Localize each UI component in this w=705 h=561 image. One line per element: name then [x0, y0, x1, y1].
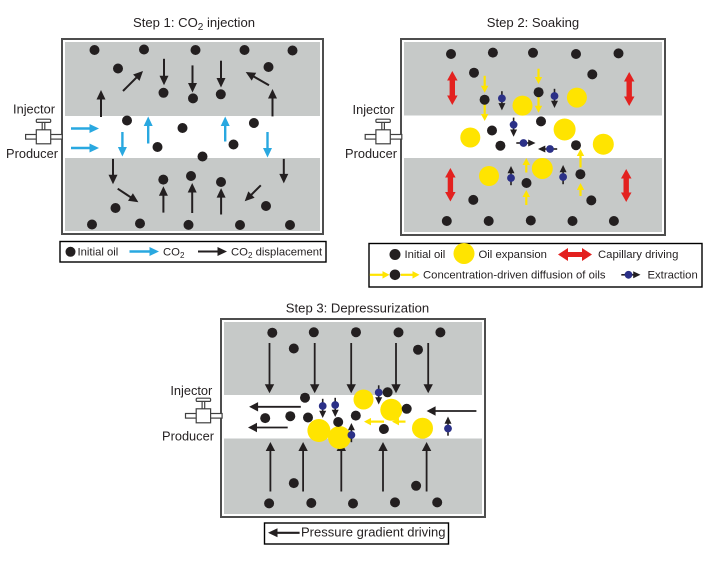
- svg-text:Capillary driving: Capillary driving: [598, 249, 678, 261]
- svg-text:Producer: Producer: [162, 429, 215, 444]
- svg-text:Injector: Injector: [13, 102, 56, 117]
- svg-text:Injector: Injector: [170, 383, 213, 398]
- svg-text:CO2: CO2: [163, 247, 185, 261]
- svg-text:Step 3: Depressurization: Step 3: Depressurization: [286, 300, 429, 315]
- svg-text:Step 2: Soaking: Step 2: Soaking: [487, 15, 579, 30]
- svg-text:Initial oil: Initial oil: [405, 249, 446, 261]
- svg-text:Extraction: Extraction: [648, 269, 698, 281]
- svg-text:Oil expansion: Oil expansion: [479, 249, 547, 261]
- svg-text:Pressure gradient driving: Pressure gradient driving: [301, 524, 446, 539]
- svg-text:Injector: Injector: [353, 102, 396, 117]
- svg-text:Step 1: CO2 injection: Step 1: CO2 injection: [133, 15, 255, 33]
- svg-text:Producer: Producer: [345, 146, 398, 161]
- svg-text:Producer: Producer: [6, 146, 59, 161]
- svg-text:Initial oil: Initial oil: [78, 247, 119, 259]
- svg-text:CO2 displacement: CO2 displacement: [231, 247, 323, 261]
- svg-text:Concentration-driven diffusion: Concentration-driven diffusion of oils: [423, 269, 606, 281]
